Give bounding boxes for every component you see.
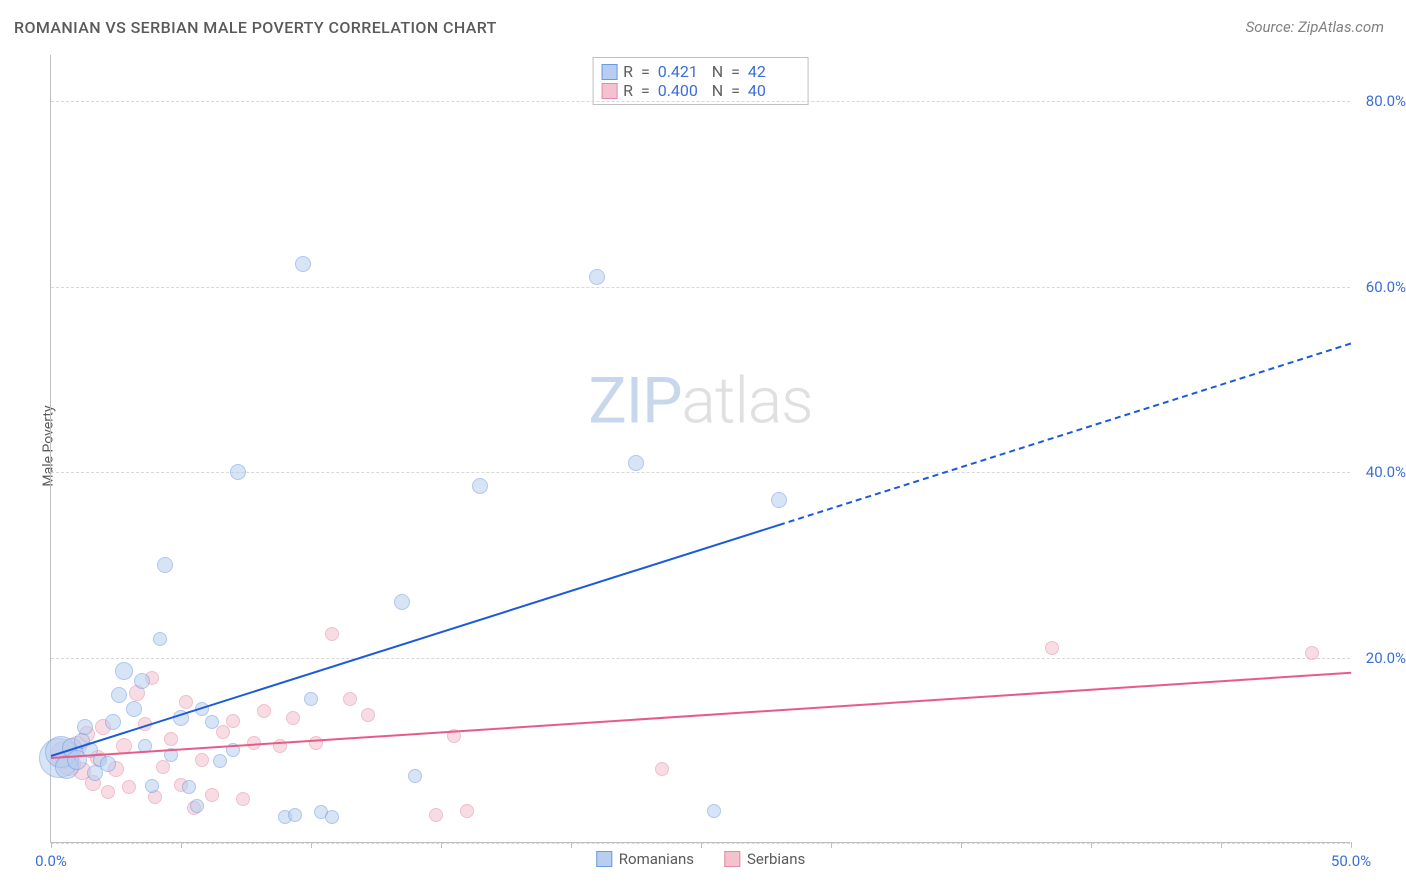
equals-sign: = xyxy=(731,81,740,100)
source-label: Source: ZipAtlas.com xyxy=(1246,18,1384,36)
n-value-serbians: 40 xyxy=(748,81,796,100)
swatch-romanians xyxy=(601,64,617,80)
gridline xyxy=(51,101,1350,102)
r-value-serbians: 0.400 xyxy=(658,81,706,100)
x-tick-label: 0.0% xyxy=(35,852,67,870)
watermark-atlas: atlas xyxy=(682,364,813,439)
legend-n-label: N xyxy=(712,62,723,81)
gridline xyxy=(51,287,1350,288)
data-point-romanians xyxy=(182,780,196,794)
data-point-serbians xyxy=(179,695,193,709)
data-point-serbians xyxy=(286,711,300,725)
data-point-serbians xyxy=(236,792,250,806)
data-point-romanians xyxy=(115,662,133,680)
y-tick-label: 20.0% xyxy=(1366,649,1406,667)
legend-n-label: N xyxy=(712,81,723,100)
data-point-serbians xyxy=(122,780,136,794)
data-point-serbians xyxy=(361,708,375,722)
data-point-romanians xyxy=(295,256,311,272)
data-point-romanians xyxy=(153,632,167,646)
data-point-serbians xyxy=(429,808,443,822)
data-point-romanians xyxy=(230,464,246,480)
legend-r-label: R xyxy=(623,62,633,81)
data-point-romanians xyxy=(100,756,116,772)
swatch-romanians xyxy=(596,851,612,867)
data-point-romanians xyxy=(126,701,142,717)
watermark: ZIPatlas xyxy=(588,364,812,439)
r-value-romanians: 0.421 xyxy=(658,62,706,81)
x-tick xyxy=(961,842,962,848)
legend-series: Romanians Serbians xyxy=(596,850,805,868)
data-point-romanians xyxy=(157,557,173,573)
x-tick xyxy=(831,842,832,848)
watermark-zip: ZIP xyxy=(588,364,681,439)
y-tick-label: 40.0% xyxy=(1366,463,1406,481)
gridline xyxy=(51,658,1350,659)
x-tick xyxy=(181,842,182,848)
equals-sign: = xyxy=(641,62,650,81)
data-point-serbians xyxy=(655,762,669,776)
legend-item-serbians: Serbians xyxy=(724,850,805,868)
data-point-serbians xyxy=(309,736,323,750)
data-point-romanians xyxy=(205,715,219,729)
equals-sign: = xyxy=(641,81,650,100)
x-tick xyxy=(571,842,572,848)
data-point-serbians xyxy=(101,785,115,799)
data-point-romanians xyxy=(145,779,159,793)
data-point-serbians xyxy=(460,804,474,818)
data-point-serbians xyxy=(195,753,209,767)
data-point-serbians xyxy=(1045,641,1059,655)
data-point-romanians xyxy=(111,687,127,703)
data-point-serbians xyxy=(216,725,230,739)
data-point-serbians xyxy=(1305,646,1319,660)
n-value-romanians: 42 xyxy=(748,62,796,81)
data-point-romanians xyxy=(304,692,318,706)
x-tick xyxy=(701,842,702,848)
data-point-serbians xyxy=(257,704,271,718)
legend-item-romanians: Romanians xyxy=(596,850,694,868)
y-tick-label: 60.0% xyxy=(1366,278,1406,296)
equals-sign: = xyxy=(731,62,740,81)
data-point-romanians xyxy=(134,673,150,689)
legend-row-romanians: R = 0.421 N = 42 xyxy=(601,62,796,81)
data-point-romanians xyxy=(707,804,721,818)
legend-label-serbians: Serbians xyxy=(747,850,805,868)
swatch-serbians xyxy=(724,851,740,867)
x-tick-label: 50.0% xyxy=(1331,852,1371,870)
x-tick xyxy=(1351,842,1352,848)
data-point-romanians xyxy=(77,719,93,735)
data-point-romanians xyxy=(408,769,422,783)
plot-area: ZIPatlas R = 0.421 N = 42 R = 0.400 N = … xyxy=(50,55,1350,843)
trend-line xyxy=(779,342,1352,525)
legend-correlation: R = 0.421 N = 42 R = 0.400 N = 40 xyxy=(592,57,809,105)
legend-r-label: R xyxy=(623,81,633,100)
data-point-romanians xyxy=(394,594,410,610)
swatch-serbians xyxy=(601,83,617,99)
x-tick xyxy=(441,842,442,848)
data-point-romanians xyxy=(628,455,644,471)
data-point-romanians xyxy=(288,808,302,822)
data-point-romanians xyxy=(105,714,121,730)
trend-line xyxy=(51,671,1351,758)
x-tick xyxy=(51,842,52,848)
data-point-serbians xyxy=(343,692,357,706)
data-point-romanians xyxy=(190,799,204,813)
data-point-serbians xyxy=(156,760,170,774)
data-point-serbians xyxy=(226,714,240,728)
chart-title: ROMANIAN VS SERBIAN MALE POVERTY CORRELA… xyxy=(14,18,497,37)
data-point-serbians xyxy=(325,627,339,641)
legend-row-serbians: R = 0.400 N = 40 xyxy=(601,81,796,100)
data-point-romanians xyxy=(771,492,787,508)
legend-label-romanians: Romanians xyxy=(619,850,694,868)
data-point-romanians xyxy=(325,810,339,824)
y-tick-label: 80.0% xyxy=(1366,92,1406,110)
data-point-serbians xyxy=(164,732,178,746)
x-tick xyxy=(311,842,312,848)
data-point-serbians xyxy=(205,788,219,802)
data-point-romanians xyxy=(589,269,605,285)
x-tick xyxy=(1221,842,1222,848)
x-tick xyxy=(1091,842,1092,848)
data-point-romanians xyxy=(213,754,227,768)
data-point-romanians xyxy=(472,478,488,494)
